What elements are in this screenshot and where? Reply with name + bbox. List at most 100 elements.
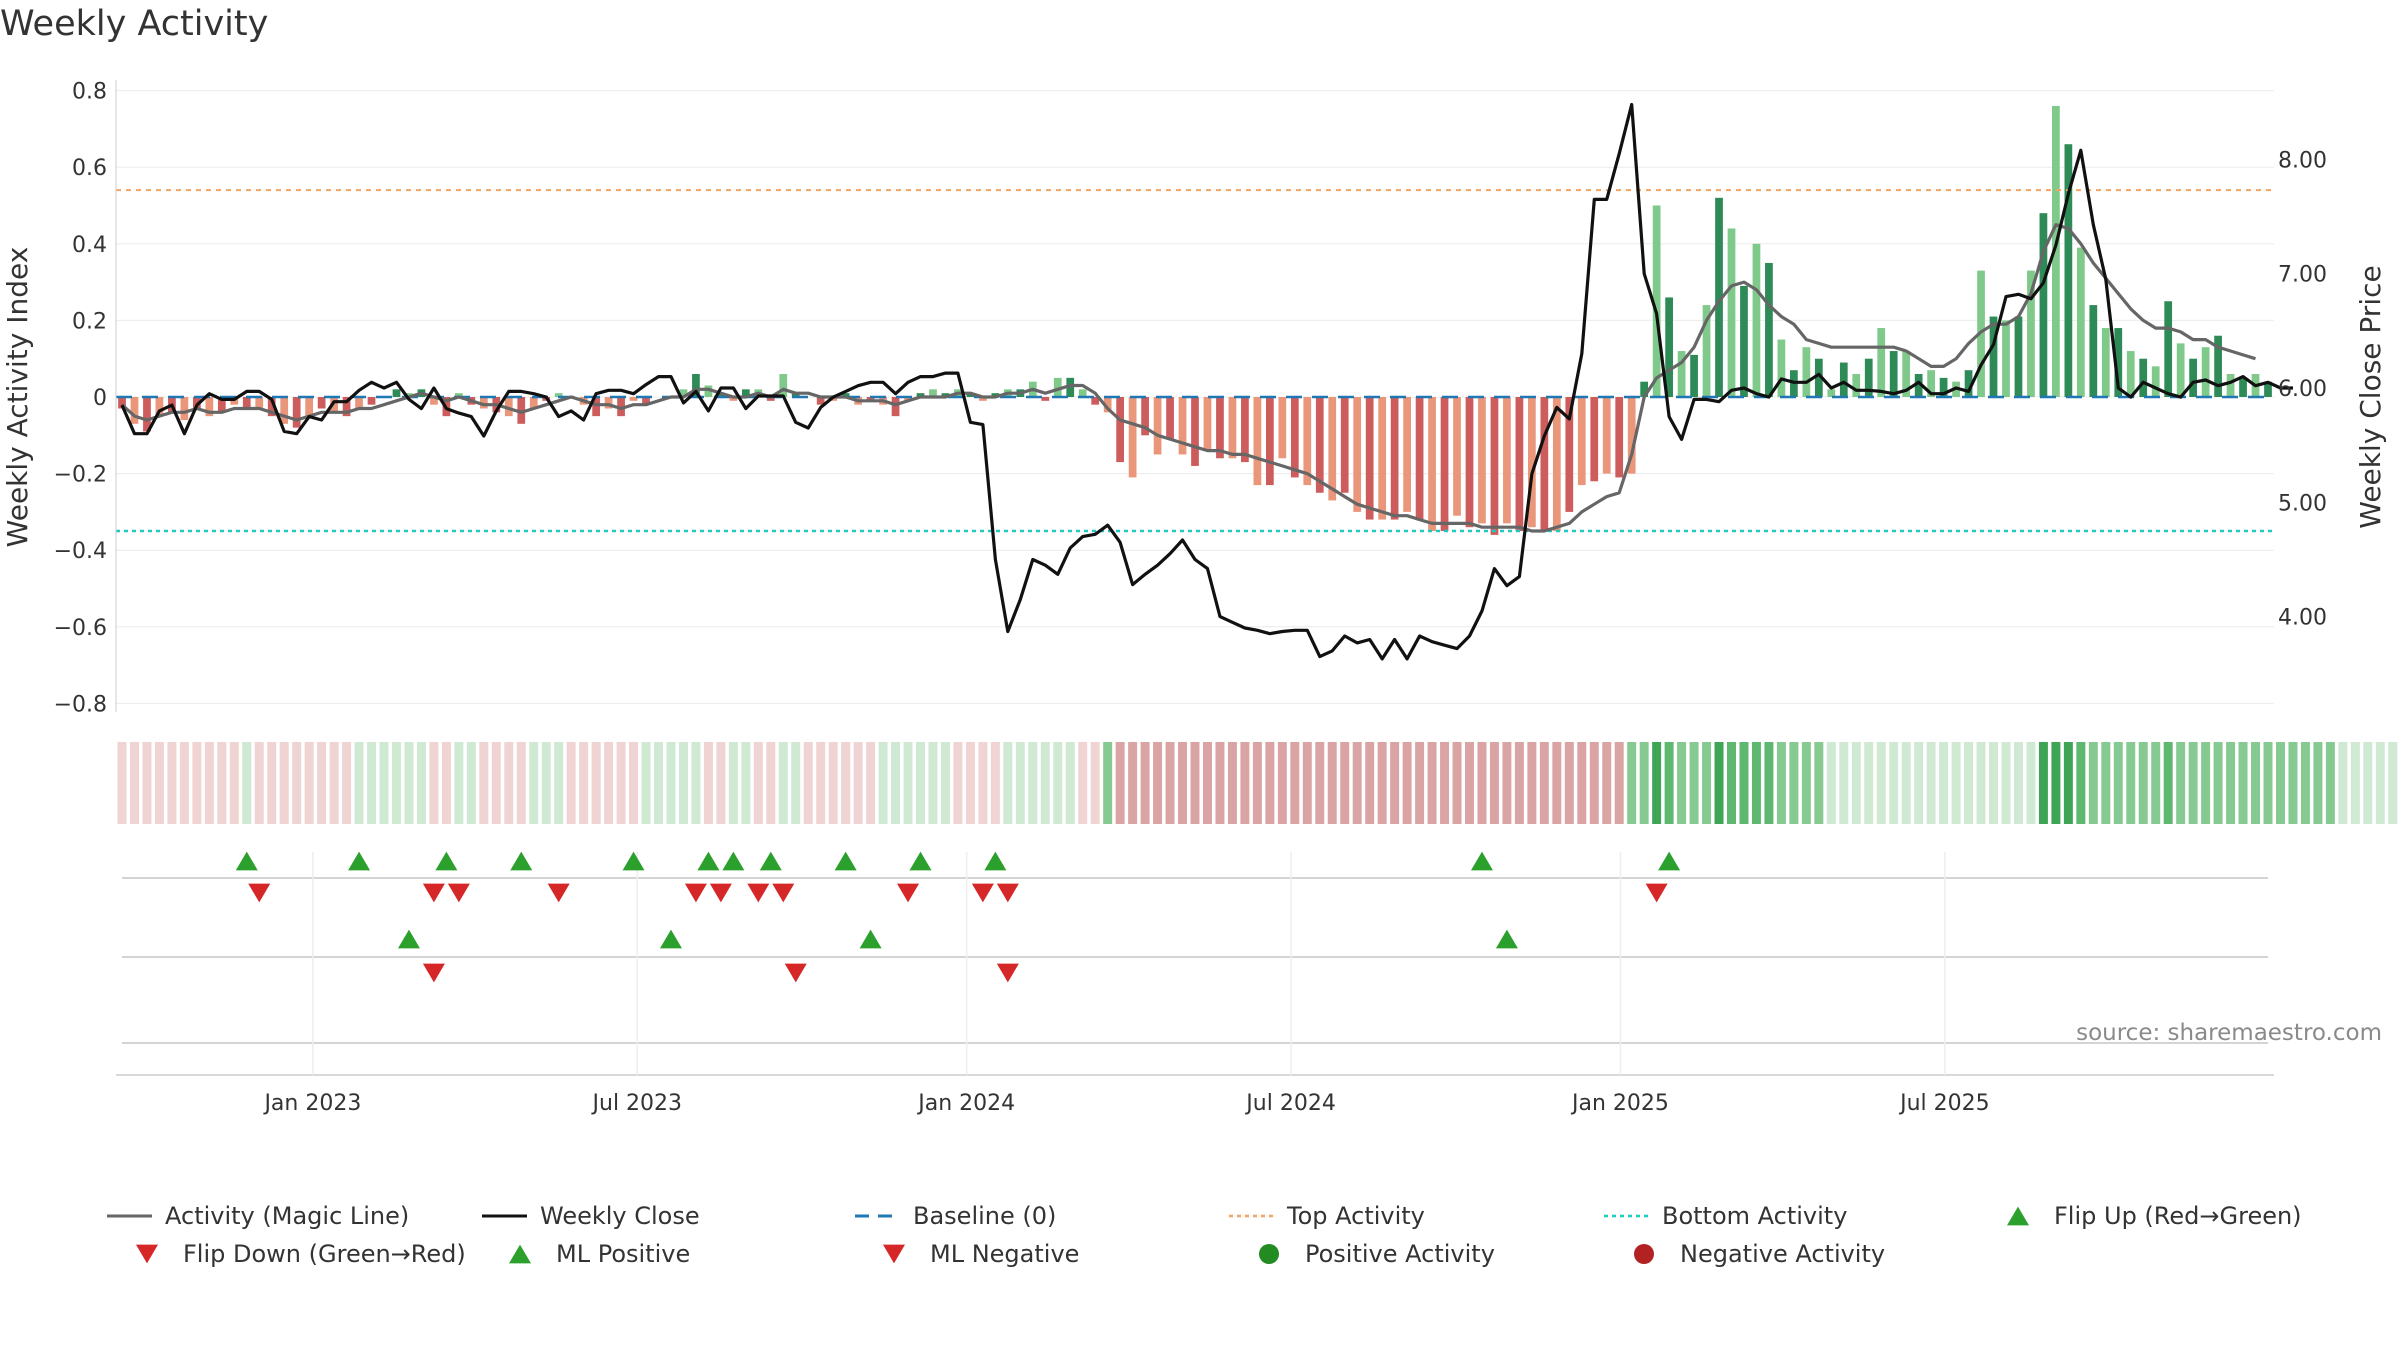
activity-bar — [1066, 377, 1075, 397]
activity-bar — [255, 397, 264, 409]
regime-cell — [629, 742, 639, 824]
flip-up-marker — [235, 851, 258, 871]
regime-cell — [2038, 742, 2048, 824]
regime-cell — [1689, 742, 1699, 824]
regime-cell — [1926, 742, 1936, 824]
activity-bar — [1702, 305, 1711, 397]
activity-bar — [766, 397, 775, 401]
regime-cell — [1078, 742, 1088, 824]
ml-negative-marker — [422, 963, 445, 983]
regime-cell — [404, 742, 414, 824]
regime-cell — [916, 742, 926, 824]
regime-cell — [416, 742, 426, 824]
legend-label: ML Negative — [930, 1240, 1079, 1268]
regime-cell — [1939, 742, 1949, 824]
activity-bar — [2264, 381, 2272, 397]
regime-cell — [2238, 742, 2248, 824]
activity-bar — [2239, 377, 2247, 397]
regime-cell — [1290, 742, 1300, 824]
regime-cell — [2263, 742, 2273, 824]
activity-bar — [317, 397, 326, 409]
regime-cell — [803, 742, 813, 824]
regime-cell — [841, 742, 851, 824]
regime-cell — [267, 742, 277, 824]
activity-bar — [1178, 397, 1187, 455]
regime-cell — [2388, 742, 2398, 824]
activity-bar — [355, 397, 363, 409]
activity-bar — [155, 397, 164, 417]
regime-cell — [1053, 742, 1063, 824]
regime-cell — [1589, 742, 1599, 824]
activity-bar — [1278, 397, 1287, 459]
activity-bar — [1515, 397, 1524, 532]
activity-bar — [392, 389, 401, 397]
regime-cell — [1539, 742, 1549, 824]
regime-strip — [117, 742, 2398, 824]
activity-bar — [479, 397, 488, 409]
regime-cell — [1527, 742, 1537, 824]
series-lines — [120, 102, 2293, 661]
activity-bar — [979, 397, 987, 401]
ml-positive-marker — [1495, 929, 1518, 949]
activity-bar — [741, 389, 750, 397]
activity-bar — [1615, 397, 1624, 478]
activity-bar — [1103, 397, 1112, 413]
activity-bar — [1864, 358, 1873, 397]
activity-bar — [692, 374, 700, 397]
regime-cell — [1128, 742, 1138, 824]
regime-cell — [1427, 742, 1437, 824]
regime-cell — [1764, 742, 1774, 824]
x-tick-label: Jul 2025 — [1898, 1091, 1990, 1116]
regime-cell — [491, 742, 501, 824]
activity-bar — [2076, 247, 2085, 397]
regime-cell — [2213, 742, 2223, 824]
regime-cell — [1876, 742, 1886, 824]
activity-bar — [2189, 358, 2198, 397]
regime-cell — [1489, 742, 1499, 824]
activity-bar — [1353, 397, 1362, 512]
ml-negative-marker — [996, 963, 1019, 983]
activity-bar — [367, 397, 376, 405]
activity-bar — [1528, 397, 1536, 528]
activity-bar — [504, 397, 513, 417]
regime-cell — [2063, 742, 2073, 824]
regime-cell — [2101, 742, 2111, 824]
y-axis-left-title: Weekly Activity Index — [1, 247, 34, 548]
flip-up-marker — [1470, 851, 1493, 871]
regime-cell — [853, 742, 863, 824]
regime-cell — [354, 742, 364, 824]
regime-cell — [1826, 742, 1836, 824]
regime-cell — [329, 742, 339, 824]
regime-cell — [367, 742, 377, 824]
regime-cell — [1090, 742, 1100, 824]
regime-cell — [2325, 742, 2335, 824]
activity-bar — [717, 393, 725, 397]
regime-cell — [2288, 742, 2298, 824]
regime-cell — [1851, 742, 1861, 824]
activity-bar — [1802, 347, 1811, 397]
y-tick-right: 5.00 — [2278, 491, 2327, 516]
activity-bar — [1265, 397, 1274, 486]
activity-bar — [1565, 397, 1574, 512]
regime-cell — [2001, 742, 2011, 824]
regime-cell — [2275, 742, 2285, 824]
regime-cell — [1178, 742, 1188, 824]
activity-bar — [1153, 397, 1162, 455]
regime-cell — [2013, 742, 2023, 824]
activity-bar — [2101, 328, 2110, 397]
x-tick-label: Jan 2023 — [262, 1091, 361, 1116]
regime-cell — [903, 742, 913, 824]
regime-cell — [342, 742, 352, 824]
activity-bar — [1428, 397, 1436, 532]
regime-cell — [1702, 742, 1712, 824]
regime-cell — [1552, 742, 1562, 824]
regime-cell — [1964, 742, 1974, 824]
regime-cell — [1639, 742, 1649, 824]
regime-cell — [654, 742, 663, 824]
activity-bar — [2052, 105, 2060, 398]
regime-cell — [1889, 742, 1899, 824]
regime-cell — [1377, 742, 1387, 824]
flip-up-marker — [348, 851, 371, 871]
regime-cell — [816, 742, 826, 824]
